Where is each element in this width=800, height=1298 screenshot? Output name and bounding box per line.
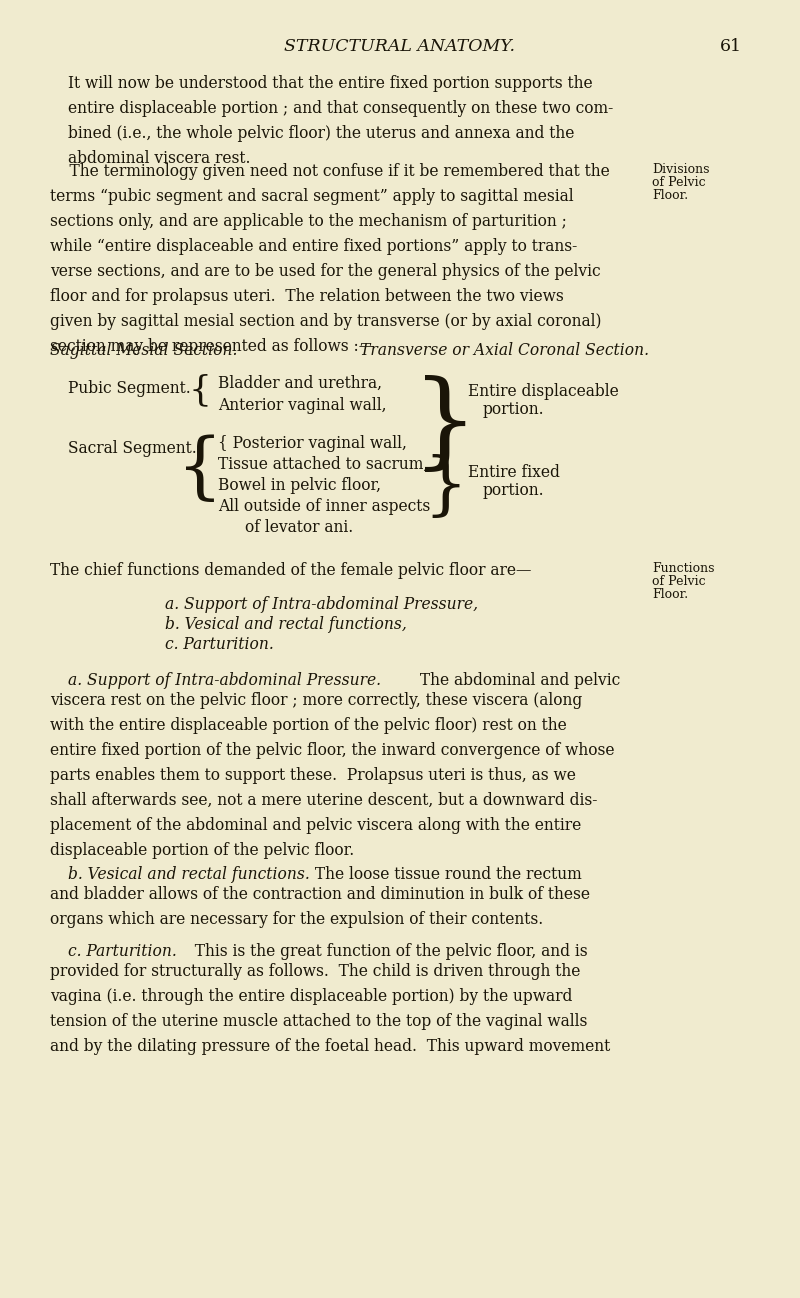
Text: a. Support of Intra-abdominal Pressure.: a. Support of Intra-abdominal Pressure. (68, 672, 381, 689)
Text: }: } (423, 456, 467, 522)
Text: Sacral Segment.: Sacral Segment. (68, 440, 197, 457)
Text: and bladder allows of the contraction and diminution in bulk of these
organs whi: and bladder allows of the contraction an… (50, 887, 590, 928)
Text: c. Parturition.: c. Parturition. (165, 636, 274, 653)
Text: This is the great function of the pelvic floor, and is: This is the great function of the pelvic… (185, 944, 588, 961)
Text: portion.: portion. (483, 401, 545, 418)
Text: Anterior vaginal wall,: Anterior vaginal wall, (218, 397, 386, 414)
Text: a. Support of Intra-abdominal Pressure,: a. Support of Intra-abdominal Pressure, (165, 596, 478, 613)
Text: of levator ani.: of levator ani. (245, 519, 354, 536)
Text: of Pelvic: of Pelvic (652, 575, 706, 588)
Text: Sagittal Mesial Section.: Sagittal Mesial Section. (50, 341, 238, 360)
Text: b. Vesical and rectal functions.: b. Vesical and rectal functions. (68, 866, 310, 883)
Text: Transverse or Axial Coronal Section.: Transverse or Axial Coronal Section. (360, 341, 649, 360)
Text: Tissue attached to sacrum,: Tissue attached to sacrum, (218, 456, 428, 472)
Text: portion.: portion. (483, 482, 545, 498)
Text: The terminology given need not confuse if it be remembered that the
terms “pubic: The terminology given need not confuse i… (50, 164, 610, 356)
Text: The abdominal and pelvic: The abdominal and pelvic (415, 672, 620, 689)
Text: {: { (177, 434, 223, 505)
Text: c. Parturition.: c. Parturition. (68, 944, 177, 961)
Text: STRUCTURAL ANATOMY.: STRUCTURAL ANATOMY. (285, 38, 515, 55)
Text: Divisions: Divisions (652, 164, 710, 177)
Text: provided for structurally as follows.  The child is driven through the
vagina (i: provided for structurally as follows. Th… (50, 963, 610, 1055)
Text: Floor.: Floor. (652, 588, 688, 601)
Text: The loose tissue round the rectum: The loose tissue round the rectum (310, 866, 582, 883)
Text: Floor.: Floor. (652, 190, 688, 202)
Text: }: } (412, 375, 478, 476)
Text: of Pelvic: of Pelvic (652, 177, 706, 190)
Text: Bowel in pelvic floor,: Bowel in pelvic floor, (218, 476, 381, 495)
Text: It will now be understood that the entire fixed portion supports the
entire disp: It will now be understood that the entir… (68, 75, 614, 167)
Text: All outside of inner aspects: All outside of inner aspects (218, 498, 430, 515)
Text: { Posterior vaginal wall,: { Posterior vaginal wall, (218, 435, 407, 452)
Text: Entire displaceable: Entire displaceable (468, 383, 618, 400)
Text: Pubic Segment.: Pubic Segment. (68, 380, 190, 397)
Text: 61: 61 (720, 38, 742, 55)
Text: b. Vesical and rectal functions,: b. Vesical and rectal functions, (165, 617, 406, 633)
Text: Functions: Functions (652, 562, 714, 575)
Text: Bladder and urethra,: Bladder and urethra, (218, 375, 382, 392)
Text: {: { (189, 373, 211, 408)
Text: viscera rest on the pelvic floor ; more correctly, these viscera (along
with the: viscera rest on the pelvic floor ; more … (50, 692, 614, 859)
Text: The chief functions demanded of the female pelvic floor are—: The chief functions demanded of the fema… (50, 562, 531, 579)
Text: Entire fixed: Entire fixed (468, 463, 560, 482)
